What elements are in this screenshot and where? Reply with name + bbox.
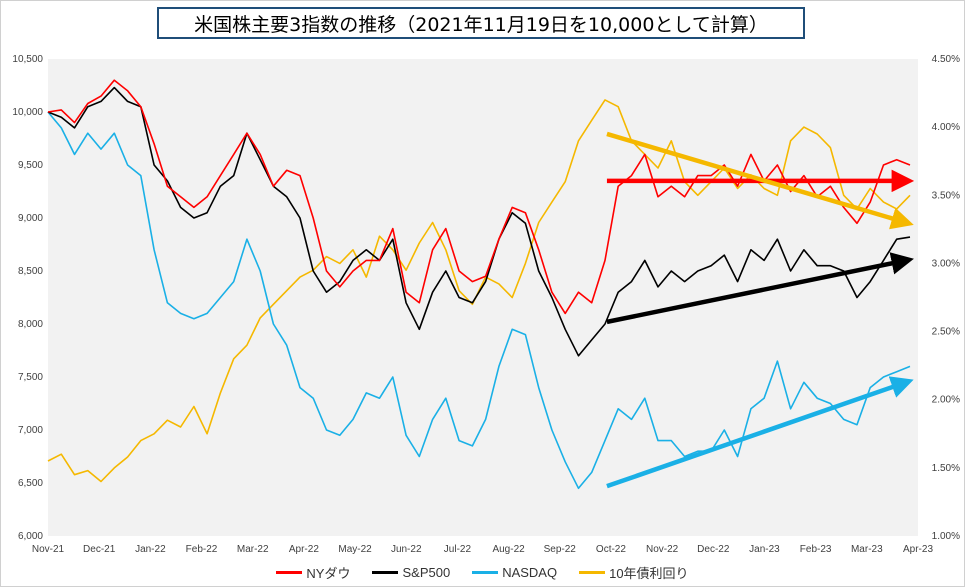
x-tick-label: Mar-22: [237, 544, 269, 555]
legend-item: NASDAQ: [472, 565, 557, 580]
y-left-tick-label: 10,000: [12, 107, 43, 118]
y-right-tick-label: 4.50%: [932, 54, 960, 65]
x-tick-label: May-22: [338, 544, 372, 555]
y-right-tick-label: 4.00%: [932, 122, 960, 133]
legend-label: 10年債利回り: [609, 565, 689, 581]
legend-swatch: [372, 570, 399, 574]
y-right-tick-label: 2.50%: [932, 327, 960, 338]
x-tick-label: Aug-22: [492, 544, 525, 555]
x-tick-label: Jan-23: [749, 544, 780, 555]
y-left-tick-label: 8,500: [18, 266, 43, 277]
y-right-tick-label: 1.50%: [932, 463, 960, 474]
left-axis: 6,000 6,500 7,000 7,500 8,000 8,500 9,000 9,500…: [12, 54, 43, 542]
x-tick-label: Oct-22: [596, 544, 626, 555]
legend-item: NYダウ: [276, 563, 350, 582]
x-tick-label: Apr-23: [903, 544, 933, 555]
y-left-tick-label: 9,500: [18, 160, 43, 171]
trend-arrow: [606, 252, 914, 325]
y-left-tick-label: 10,500: [12, 54, 43, 65]
legend-swatch: [579, 570, 606, 574]
legend: NYダウ S&P500 NASDAQ 10年債利回り: [0, 562, 965, 582]
trend-arrow: [606, 376, 914, 489]
x-tick-label: Jun-22: [391, 544, 422, 555]
y-left-tick-label: 6,000: [18, 531, 43, 542]
x-tick-label: Apr-22: [289, 544, 319, 555]
y-right-tick-label: 1.00%: [932, 531, 960, 542]
legend-item: S&P500: [372, 565, 450, 580]
trend-arrow: [606, 131, 914, 230]
y-right-tick-label: 3.00%: [932, 258, 960, 269]
right-axis: 1.00% 1.50% 2.00% 2.50% 3.00% 3.50% 4.00% 4.50%: [932, 54, 960, 542]
y-right-tick-label: 3.50%: [932, 190, 960, 201]
plot-area: [48, 59, 918, 536]
y-left-tick-label: 8,000: [18, 319, 43, 330]
legend-swatch: [276, 570, 303, 574]
x-tick-label: Nov-21: [32, 544, 65, 555]
x-tick-label: Jan-22: [135, 544, 166, 555]
y-left-tick-label: 7,500: [18, 372, 43, 383]
series-line: [47, 79, 911, 315]
x-tick-label: Feb-22: [186, 544, 218, 555]
y-left-tick-label: 7,000: [18, 425, 43, 436]
x-tick-label: Dec-22: [697, 544, 730, 555]
x-tick-label: Nov-22: [646, 544, 679, 555]
series-line: [47, 86, 911, 357]
x-tick-label: Mar-23: [851, 544, 883, 555]
legend-label: NASDAQ: [502, 564, 558, 580]
series-lines: [47, 79, 911, 490]
trend-arrows: [606, 131, 915, 489]
chart-title: 米国株主要3指数の推移（2021年11月19日を10,000として計算）: [157, 7, 805, 39]
x-axis: Nov-21 Dec-21 Jan-22 Feb-22 Mar-22 Apr-22 May-…: [32, 544, 934, 555]
x-tick-label: Sep-22: [544, 544, 577, 555]
legend-item: 10年債利回り: [579, 563, 689, 582]
y-right-tick-label: 2.00%: [932, 395, 960, 406]
x-tick-label: Dec-21: [83, 544, 116, 555]
series-line: [47, 111, 911, 490]
y-left-tick-label: 9,000: [18, 213, 43, 224]
legend-swatch: [472, 570, 499, 574]
legend-label: NYダウ: [306, 565, 351, 581]
y-left-tick-label: 6,500: [18, 478, 43, 489]
x-tick-label: Feb-23: [800, 544, 832, 555]
x-tick-label: Jul-22: [444, 544, 472, 555]
legend-label: S&P500: [402, 564, 451, 580]
